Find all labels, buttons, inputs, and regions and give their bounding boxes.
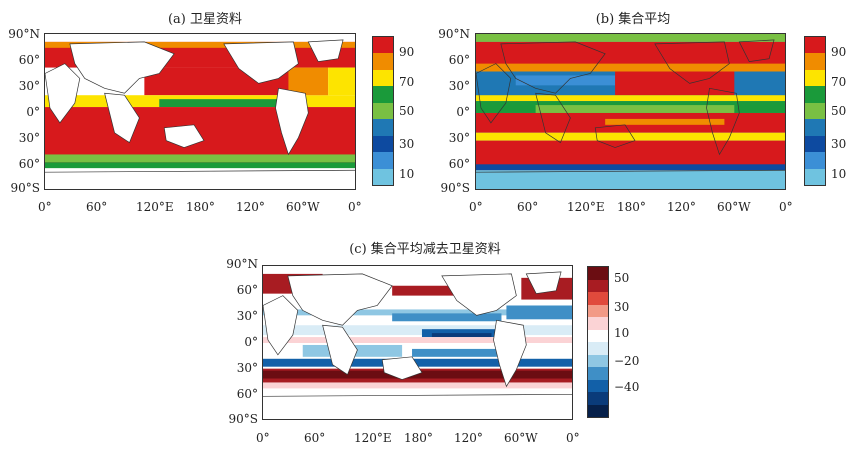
colorbar-swatch [805, 53, 825, 70]
panel-b-lon-label: 120° [667, 200, 696, 214]
panel-b-lon-label: 60° [517, 200, 539, 214]
panel-c-field [263, 271, 572, 419]
panel-b-lat-label: 0° [456, 105, 470, 119]
panel-a-colorbar-label: 70 [399, 75, 415, 89]
panel-a-colorbar [372, 36, 394, 186]
colorbar-swatch [805, 69, 825, 87]
colorbar-swatch [588, 317, 608, 330]
panel-a-lat-label: 90°N [8, 27, 40, 41]
panel-a-lat-label: 0° [26, 105, 40, 119]
colorbar-swatch [373, 86, 393, 103]
panel-c-colorbar-label: −40 [614, 380, 640, 394]
colorbar-swatch [588, 354, 608, 367]
panel-c-lon-label: 120°E [354, 431, 392, 445]
colorbar-swatch [588, 404, 608, 417]
panel-c-lon-label: 120° [454, 431, 483, 445]
panel-b-lat-label: 90°S [440, 181, 471, 195]
colorbar-swatch [588, 392, 608, 405]
panel-c-lat-label: 30° [236, 309, 258, 323]
panel-b-field [476, 34, 785, 189]
panel-a-lon-label: 180° [186, 200, 215, 214]
colorbar-swatch [588, 329, 608, 342]
colorbar-swatch [588, 342, 608, 355]
colorbar-swatch [588, 267, 608, 280]
panel-a-colorbar-label: 10 [399, 167, 415, 181]
panel-c-lat-label: 90°S [228, 412, 259, 426]
panel-b-lat-label: 90°N [438, 27, 470, 41]
panel-c-map [262, 265, 573, 420]
panel-a-lat-label: 30° [18, 131, 40, 145]
panel-b-colorbar [804, 36, 826, 186]
panel-a-lon-label: 120°E [136, 200, 174, 214]
panel-c-lat-label: 60° [236, 283, 258, 297]
colorbar-swatch [373, 168, 393, 185]
panel-a-colorbar-label: 30 [399, 137, 415, 151]
panel-a-lon-label: 60°W [286, 200, 320, 214]
panel-a-lat-label: 90°S [10, 181, 41, 195]
panel-c-lat-label: 60° [236, 387, 258, 401]
panel-b-colorbar-label: 50 [831, 104, 847, 118]
panel-c-lon-label: 180° [404, 431, 433, 445]
panel-a-lon-label: 0° [38, 200, 52, 214]
panel-c-lat-label: 90°N [226, 257, 258, 271]
panel-b-colorbar-label: 10 [831, 167, 847, 181]
panel-b-lon-label: 120°E [567, 200, 605, 214]
panel-a-lat-label: 30° [18, 79, 40, 93]
colorbar-swatch [373, 102, 393, 120]
panel-c-title: (c) 集合平均减去卫星资料 [349, 242, 501, 257]
panel-c-lon-label: 0° [566, 431, 580, 445]
colorbar-swatch [373, 135, 393, 153]
panel-c-lon-label: 60° [304, 431, 326, 445]
colorbar-swatch [373, 69, 393, 87]
colorbar-swatch [588, 279, 608, 292]
panel-c-colorbar-label: 30 [614, 300, 630, 314]
panel-c-lon-label: 60°W [504, 431, 538, 445]
panel-c-lat-label: 0° [244, 335, 258, 349]
colorbar-swatch [805, 152, 825, 169]
panel-a-title: (a) 卫星资料 [167, 12, 243, 27]
colorbar-swatch [373, 119, 393, 136]
panel-b-lon-label: 0° [469, 200, 483, 214]
panel-a-lat-label: 60° [18, 53, 40, 67]
colorbar-swatch [805, 102, 825, 120]
panel-a-lon-label: 0° [348, 200, 362, 214]
panel-c-colorbar-label: 10 [614, 326, 630, 340]
panel-b-lat-label: 30° [448, 131, 470, 145]
panel-b-colorbar-label: 30 [831, 137, 847, 151]
panel-b-colorbar-label: 90 [831, 45, 847, 59]
panel-a-field [45, 39, 355, 189]
panel-a-colorbar-label: 50 [399, 104, 415, 118]
colorbar-swatch [805, 119, 825, 136]
panel-b-colorbar-label: 70 [831, 75, 847, 89]
colorbar-swatch [588, 379, 608, 392]
panel-b-lon-label: 60°W [717, 200, 751, 214]
panel-a-lon-label: 60° [86, 200, 108, 214]
colorbar-swatch [588, 367, 608, 380]
panel-a-lon-label: 120° [236, 200, 265, 214]
panel-a-map [44, 33, 356, 190]
panel-a-lat-label: 60° [18, 157, 40, 171]
colorbar-swatch [588, 304, 608, 317]
colorbar-swatch [805, 86, 825, 103]
panel-b-lat-label: 60° [448, 53, 470, 67]
panel-c-colorbar-label: −20 [614, 354, 640, 368]
colorbar-swatch [805, 37, 825, 54]
panel-c-colorbar-label: 50 [614, 271, 630, 285]
colorbar-swatch [373, 37, 393, 54]
panel-c-lon-label: 0° [256, 431, 270, 445]
panel-a-colorbar-label: 90 [399, 45, 415, 59]
colorbar-swatch [805, 168, 825, 185]
colorbar-swatch [588, 292, 608, 305]
colorbar-swatch [805, 135, 825, 153]
colorbar-swatch [373, 53, 393, 70]
colorbar-swatch [373, 152, 393, 169]
panel-b-lat-label: 30° [448, 79, 470, 93]
panel-c-lat-label: 30° [236, 361, 258, 375]
panel-c-colorbar [587, 266, 609, 418]
panel-b-title: (b) 集合平均 [595, 12, 671, 27]
panel-b-lon-label: 180° [617, 200, 646, 214]
panel-b-lon-label: 0° [779, 200, 793, 214]
panel-b-lat-label: 60° [448, 157, 470, 171]
panel-b-map [475, 33, 786, 190]
